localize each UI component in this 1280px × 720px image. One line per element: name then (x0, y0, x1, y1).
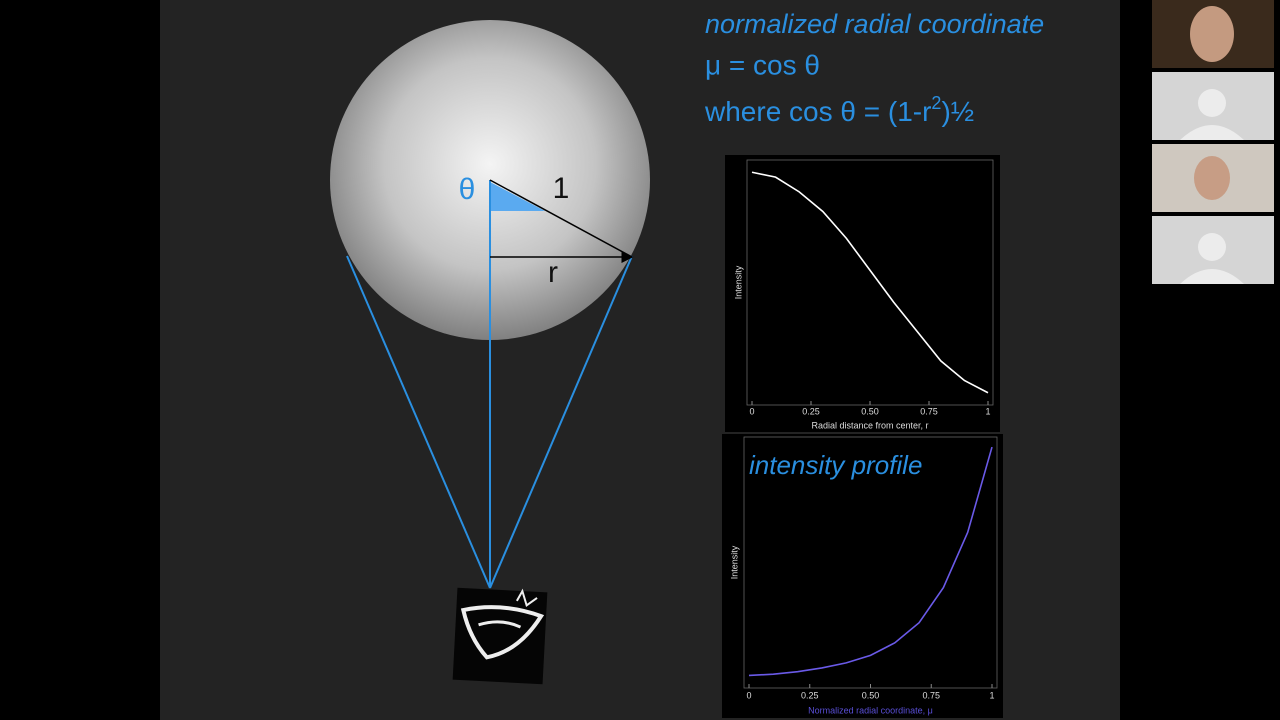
sightlines (346, 180, 633, 589)
participant-face (1190, 6, 1234, 62)
angle-wedge (490, 182, 545, 211)
avatar-body (1180, 269, 1244, 284)
equation: where cos θ = (1-r2)½ (704, 93, 974, 128)
equation: μ = cos θ (705, 49, 820, 80)
x-tick-label: 0 (746, 690, 751, 700)
chart-title: intensity profile (749, 450, 922, 480)
x-tick-label: 0.25 (802, 406, 820, 416)
equation-text: where cos θ = (1-r (704, 96, 931, 127)
x-tick-label: 0.75 (920, 406, 938, 416)
hypotenuse-label: 1 (553, 172, 570, 205)
x-tick-label: 0.75 (922, 690, 940, 700)
hypotenuse (489, 179, 633, 258)
equation-superscript: 2 (931, 93, 941, 113)
x-tick-label: 0.25 (801, 690, 819, 700)
x-tick-label: 1 (989, 690, 994, 700)
logo (452, 587, 548, 685)
x-tick-label: 0 (749, 406, 754, 416)
angle-label: θ (459, 173, 476, 206)
chart-panel (725, 155, 1000, 432)
radius-label: r (548, 256, 558, 289)
chart-panel (722, 434, 1003, 718)
participant-tiles (1152, 0, 1274, 284)
avatar-head (1198, 89, 1226, 117)
equation-suffix: )½ (941, 96, 974, 127)
x-axis-label: Normalized radial coordinate, μ (808, 705, 933, 715)
slide-heading: normalized radial coordinate (705, 9, 1044, 39)
participant-face (1194, 156, 1230, 200)
x-tick-label: 0.50 (861, 406, 879, 416)
avatar-head (1198, 233, 1226, 261)
data-line (748, 446, 993, 677)
x-tick-label: 1 (985, 406, 990, 416)
y-axis-label: Intensity (733, 265, 743, 299)
x-tick-label: 0.50 (862, 690, 880, 700)
x-axis-label: Radial distance from center, r (811, 420, 928, 430)
avatar-body (1180, 125, 1244, 140)
y-axis-label: Intensity (729, 545, 739, 579)
data-line (751, 171, 989, 394)
